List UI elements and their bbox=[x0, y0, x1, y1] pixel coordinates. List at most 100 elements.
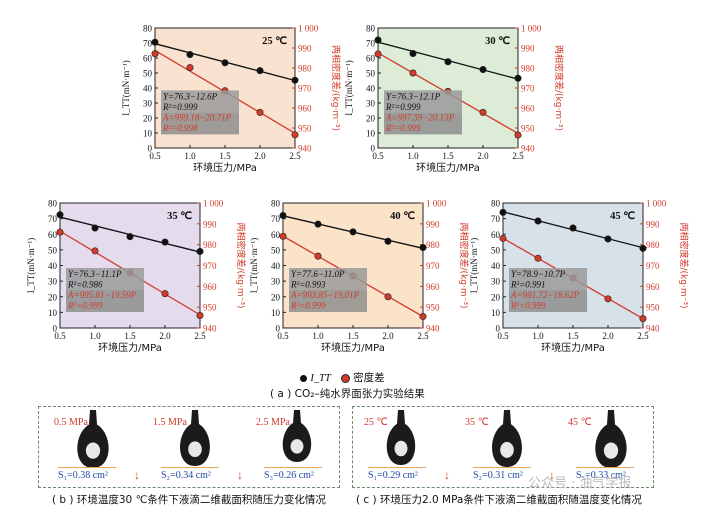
fit-annotation: A=997.59−20.13P bbox=[385, 112, 455, 122]
fit-annotation: R²=0.986 bbox=[67, 280, 103, 290]
data-point-series1 bbox=[534, 217, 542, 225]
fit-annotation: Y=76.3−11.1P bbox=[68, 269, 122, 279]
ytick-label-right: 980 bbox=[646, 240, 660, 250]
ytick-label-left: 0 bbox=[496, 324, 501, 334]
data-point-series1 bbox=[639, 244, 647, 252]
droplet-area-label: S₂=0.34 cm² bbox=[161, 470, 211, 481]
xtick-label: 1.0 bbox=[407, 151, 419, 161]
data-point-series1 bbox=[151, 38, 159, 46]
data-point-series2 bbox=[479, 108, 487, 116]
panel-b-box bbox=[38, 406, 340, 488]
ytick-label-right: 970 bbox=[203, 261, 217, 271]
fit-annotation: A=991.72−18.62P bbox=[510, 290, 580, 300]
ytick-label-left: 80 bbox=[491, 199, 501, 209]
chart-title: 30 ℃ bbox=[485, 35, 510, 47]
data-point-series2 bbox=[409, 69, 417, 77]
fit-annotation: A=995.81−19.59P bbox=[67, 290, 137, 300]
annotation-box-top bbox=[509, 268, 587, 290]
baseline-marker bbox=[473, 467, 531, 468]
xtick-label: 2.5 bbox=[512, 151, 524, 161]
fit-annotation: Y=76.3−12.6P bbox=[163, 91, 218, 101]
fit-annotation: R²=0.999 bbox=[67, 301, 103, 311]
ytick-label-right: 950 bbox=[298, 124, 312, 134]
data-point-series2 bbox=[514, 131, 522, 139]
xtick-label: 1.0 bbox=[184, 151, 196, 161]
ytick-label-right: 970 bbox=[521, 84, 535, 94]
ytick-label-left: 20 bbox=[143, 114, 153, 124]
xtick-label: 0.5 bbox=[372, 151, 384, 161]
droplet-highlight bbox=[290, 439, 304, 454]
data-point-series1 bbox=[56, 211, 64, 219]
ytick-label-right: 990 bbox=[521, 44, 535, 54]
droplet-image bbox=[382, 410, 420, 470]
droplet-shape bbox=[386, 410, 416, 465]
data-point-series1 bbox=[419, 244, 427, 252]
data-point-series2 bbox=[256, 108, 264, 116]
ytick-label-right: 1 000 bbox=[646, 199, 667, 209]
fit-annotation: R²=0.999 bbox=[510, 301, 546, 311]
ytick-label-left: 70 bbox=[143, 39, 153, 49]
droplet-area-label: S₁=0.29 cm² bbox=[368, 470, 418, 481]
fit-annotation: R²=0.991 bbox=[510, 280, 546, 290]
droplet-condition-label: 0.5 MPa bbox=[54, 417, 88, 428]
ytick-label-left: 0 bbox=[53, 324, 58, 334]
data-point-series2 bbox=[314, 252, 322, 260]
ytick-label-left: 60 bbox=[366, 54, 376, 64]
ytick-label-right: 970 bbox=[646, 261, 660, 271]
droplet-image bbox=[487, 410, 527, 472]
ytick-label-left: 50 bbox=[48, 245, 58, 255]
data-point-series1 bbox=[256, 67, 264, 75]
ytick-label-right: 970 bbox=[298, 84, 312, 94]
y-axis-label-right: 两相密度差/(kg·m⁻³) bbox=[458, 223, 470, 309]
caption-a: ( a ) CO₂–纯水界面张力实验结果 bbox=[270, 388, 425, 400]
data-point-series1 bbox=[409, 49, 417, 57]
annotation-box-bottom bbox=[66, 290, 144, 312]
droplet-highlight bbox=[500, 441, 514, 458]
ytick-label-right: 940 bbox=[426, 324, 440, 334]
annotation-box-bottom bbox=[509, 290, 587, 312]
y-axis-label-left: I_TT(mN·m⁻¹) bbox=[121, 60, 131, 115]
fit-annotation: Y=76.3−12.1P bbox=[386, 91, 441, 101]
annotation-box-top bbox=[161, 90, 239, 113]
ytick-label-right: 940 bbox=[203, 324, 217, 334]
droplet-highlight bbox=[394, 440, 408, 457]
data-point-series1 bbox=[569, 224, 577, 232]
droplet-highlight bbox=[188, 441, 202, 458]
xtick-label: 1.0 bbox=[89, 331, 101, 341]
data-point-series1 bbox=[384, 237, 392, 245]
y-axis-label-right: 两相密度差/(kg·m⁻³) bbox=[235, 223, 247, 309]
ytick-label-right: 940 bbox=[521, 144, 535, 154]
droplet-shape bbox=[282, 410, 312, 462]
droplet-1 bbox=[386, 410, 416, 465]
data-point-series1 bbox=[91, 224, 99, 232]
ytick-label-left: 20 bbox=[271, 292, 281, 302]
y-axis-label-left: I_TT(mN·m⁻¹) bbox=[26, 238, 36, 293]
xtick-label: 0.5 bbox=[54, 331, 66, 341]
chart-1: 0 10 20 30 40 50 60 70 80 940 950 960 970 980 990 1 000… bbox=[121, 24, 342, 175]
chart-2: 0 10 20 30 40 50 60 70 80 940 950 960 970 980 990 1 000… bbox=[344, 24, 565, 175]
xtick-label: 2.0 bbox=[477, 151, 489, 161]
legend-marker-black bbox=[300, 374, 307, 382]
ytick-label-right: 960 bbox=[521, 104, 535, 114]
fit-annotation: R²=0.998 bbox=[162, 123, 198, 133]
droplet-image bbox=[590, 410, 632, 473]
data-point-series2 bbox=[56, 228, 64, 236]
data-point-series2 bbox=[534, 254, 542, 262]
droplet-2 bbox=[492, 410, 522, 467]
arrow-icon: ↓ bbox=[549, 468, 555, 482]
ytick-label-left: 20 bbox=[491, 292, 501, 302]
ytick-label-left: 10 bbox=[491, 308, 501, 318]
ytick-label-right: 980 bbox=[426, 240, 440, 250]
droplet-1 bbox=[77, 410, 109, 468]
ytick-label-left: 10 bbox=[143, 129, 153, 139]
y-axis-label-left: I_TT(mN·m⁻¹) bbox=[344, 60, 354, 115]
caption-c: ( c ) 环境压力2.0 MPa条件下液滴二维截面积随温度变化情况 bbox=[356, 494, 642, 506]
data-point-series1 bbox=[291, 76, 299, 84]
xtick-label: 1.5 bbox=[347, 331, 359, 341]
droplet-3 bbox=[282, 410, 312, 462]
droplet-area-label: S₃=0.33 cm² bbox=[576, 470, 626, 481]
ytick-label-left: 40 bbox=[366, 84, 376, 94]
ytick-label-left: 80 bbox=[366, 24, 376, 34]
chart-title: 45 ℃ bbox=[610, 210, 635, 222]
droplet-shape bbox=[595, 410, 627, 468]
